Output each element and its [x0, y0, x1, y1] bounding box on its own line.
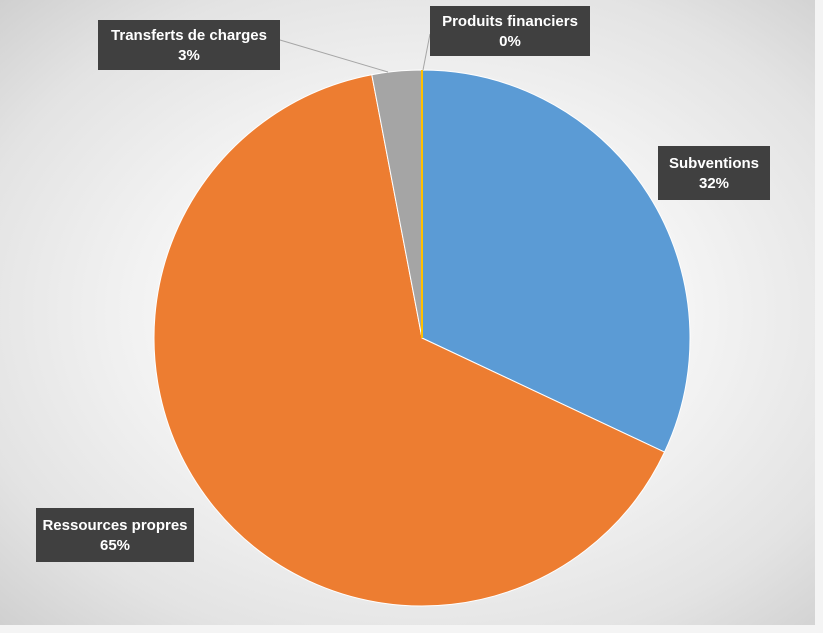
data-label-ressources-propres: Ressources propres 65% — [36, 508, 194, 562]
leader-line-transferts-de-charges — [279, 39, 389, 73]
slice-ressources-propres — [153, 74, 666, 607]
data-label-percent: 0% — [499, 33, 521, 50]
data-label-subventions: Subventions 32% — [658, 146, 770, 200]
data-label-box — [430, 6, 590, 56]
data-label-percent: 32% — [699, 175, 729, 192]
data-label-category: Ressources propres — [42, 517, 187, 534]
data-label-produits-financiers: Produits financiers 0% — [430, 6, 590, 56]
data-label-category: Subventions — [669, 155, 759, 172]
data-label-box — [36, 508, 194, 562]
data-label-category: Transferts de charges — [111, 27, 267, 44]
data-labels: Subventions 32% Ressources propres 65% Trans… — [36, 6, 770, 562]
data-label-category: Produits financiers — [442, 13, 578, 30]
data-label-percent: 3% — [178, 47, 200, 64]
leader-line-produits-financiers — [422, 33, 431, 71]
pie-slices — [153, 69, 691, 607]
data-label-box — [658, 146, 770, 200]
data-label-transferts-de-charges: Transferts de charges 3% — [98, 20, 280, 70]
data-label-box — [98, 20, 280, 70]
data-label-percent: 65% — [100, 537, 130, 554]
leader-lines — [279, 33, 431, 73]
slice-subventions — [421, 69, 691, 453]
